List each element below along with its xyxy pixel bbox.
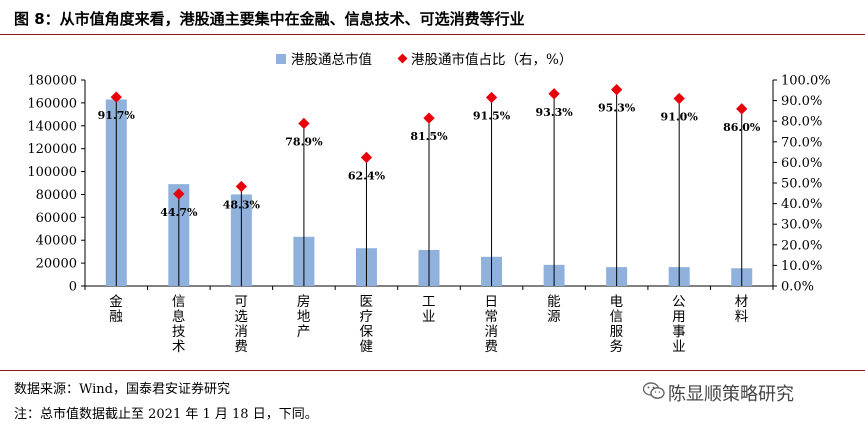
figure-title: 图 8：从市值角度来看，港股通主要集中在金融、信息技术、可选消费等行业: [14, 10, 525, 28]
axes: 0 20000 40000 60000 80000 100000 120000 140000 1…: [27, 74, 830, 295]
share-data-label: 86.0%: [723, 121, 761, 134]
share-data-label: 91.0%: [661, 111, 699, 124]
share-data-label: 91.5%: [473, 110, 511, 123]
x-category-label: 可选消费: [234, 294, 248, 355]
share-data-label: 62.4%: [348, 169, 386, 182]
right-tick-label: 30.0%: [781, 218, 822, 233]
legend-bar-label: 港股通总市值: [291, 51, 372, 68]
share-marker: [673, 92, 685, 105]
x-category-label: 房地产: [297, 294, 311, 340]
share-data-label: 91.7%: [98, 109, 136, 122]
title-rule: [0, 34, 865, 35]
share-data-label: 93.3%: [535, 106, 573, 119]
marker-stems: [115, 89, 743, 286]
right-tick-label: 90.0%: [781, 94, 822, 109]
left-tick-label: 0: [69, 280, 77, 295]
share-data-label: 78.9%: [285, 135, 323, 148]
share-marker: [610, 84, 623, 96]
right-tick-label: 20.0%: [781, 238, 822, 253]
legend: 港股通总市值 港股通市值占比（右，%）: [276, 51, 572, 68]
right-tick-label: 80.0%: [781, 115, 822, 130]
share-data-label: 44.7%: [160, 206, 198, 219]
left-tick-label: 140000: [27, 119, 77, 134]
share-data-label: 48.3%: [223, 199, 261, 212]
x-category-label: 金融: [109, 294, 123, 325]
left-tick-label: 160000: [27, 96, 77, 111]
left-tick-label: 80000: [36, 188, 77, 203]
share-marker: [173, 188, 185, 200]
share-marker: [548, 88, 560, 100]
x-category-label: 公用事业: [672, 294, 686, 355]
right-tick-label: 40.0%: [781, 197, 822, 212]
right-tick-label: 10.0%: [781, 259, 822, 274]
left-tick-label: 20000: [36, 257, 77, 272]
left-tick-label: 180000: [27, 74, 77, 89]
x-category-label: 材料: [735, 294, 749, 325]
source-text: 数据来源：Wind，国泰君安证券研究: [14, 382, 230, 397]
x-category-label: 信息技术: [172, 294, 186, 355]
x-category-label: 电信服务: [610, 294, 624, 355]
share-marker: [485, 91, 498, 104]
right-tick-label: 100.0%: [781, 74, 831, 89]
legend-marker-swatch: [397, 53, 408, 64]
brand-name: 陈显顺策略研究: [668, 384, 794, 405]
legend-marker-label: 港股通市值占比（右，%）: [411, 51, 572, 68]
x-category-label: 工业: [422, 294, 436, 325]
right-tick-label: 70.0%: [781, 135, 822, 150]
share-marker: [235, 180, 248, 193]
x-category-label: 医疗保健: [359, 294, 373, 355]
x-category-label: 日常消费: [485, 294, 499, 355]
share-marker: [736, 103, 748, 115]
legend-bar-swatch: [276, 54, 286, 64]
share-data-label: 95.3%: [598, 102, 636, 115]
wechat-icon: [643, 382, 665, 399]
chart: 港股通总市值 港股通市值占比（右，%） 0 20000 40000 60000 80000…: [27, 51, 830, 355]
left-tick-label: 60000: [36, 211, 77, 226]
footer-rule: [0, 370, 865, 371]
x-category-label: 能源: [547, 294, 561, 325]
left-tick-label: 120000: [27, 142, 77, 157]
share-marker: [298, 117, 310, 130]
x-tick-labels: 金融 信息技术 可选消费 房地产 医疗保健 工业 日常消费 能源 电信服务 公用事业 材料: [109, 294, 748, 355]
right-tick-label: 0.0%: [781, 280, 814, 295]
note-text: 注：总市值数据截止至 2021 年 1 月 18 日，下同。: [14, 407, 318, 422]
right-tick-label: 50.0%: [781, 177, 822, 192]
data-labels: 91.7% 44.7% 48.3% 78.9% 62.4% 81.5% 91.5% 93.3%…: [98, 102, 761, 219]
right-tick-label: 60.0%: [781, 156, 822, 171]
share-data-label: 81.5%: [410, 130, 448, 143]
share-marker: [423, 112, 435, 124]
share-marker: [360, 151, 373, 164]
left-tick-label: 100000: [27, 165, 77, 180]
left-tick-label: 40000: [36, 234, 77, 249]
